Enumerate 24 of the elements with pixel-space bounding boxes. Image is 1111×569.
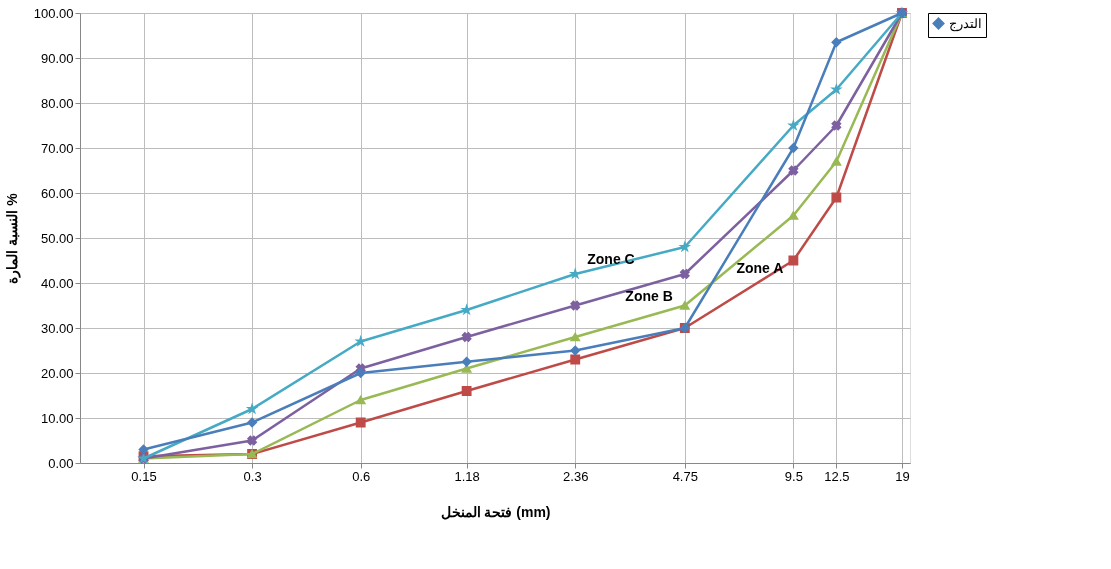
x-tick-label: 0.15 bbox=[131, 468, 157, 484]
annotation: Zone B bbox=[625, 287, 673, 304]
y-tick-label: 90.00 bbox=[40, 50, 74, 66]
x-tick-label: 9.5 bbox=[784, 468, 803, 484]
y-tick-label: 60.00 bbox=[40, 185, 74, 201]
y-tick-label: 0.00 bbox=[48, 455, 74, 471]
x-tick-label: 19 bbox=[895, 468, 910, 484]
x-axis-title: فتحة المنخل (mm) bbox=[440, 503, 551, 520]
y-tick-label: 100.00 bbox=[33, 5, 74, 21]
y-tick-label: 80.00 bbox=[40, 95, 74, 111]
y-tick-label: 70.00 bbox=[40, 140, 74, 156]
x-tick-label: 0.6 bbox=[352, 468, 371, 484]
x-tick-label: 4.75 bbox=[672, 468, 698, 484]
legend-label: التدرج bbox=[949, 15, 982, 32]
y-axis-title: النسبة المارة % bbox=[3, 192, 21, 284]
x-tick-label: 12.5 bbox=[824, 468, 850, 484]
y-tick-label: 30.00 bbox=[40, 320, 74, 336]
x-tick-label: 1.18 bbox=[454, 468, 480, 484]
x-tick-label: 2.36 bbox=[563, 468, 589, 484]
y-tick-label: 10.00 bbox=[40, 410, 74, 426]
x-tick-label: 0.3 bbox=[243, 468, 262, 484]
y-tick-label: 50.00 bbox=[40, 230, 74, 246]
y-tick-label: 20.00 bbox=[40, 365, 74, 381]
y-tick-label: 40.00 bbox=[40, 275, 74, 291]
